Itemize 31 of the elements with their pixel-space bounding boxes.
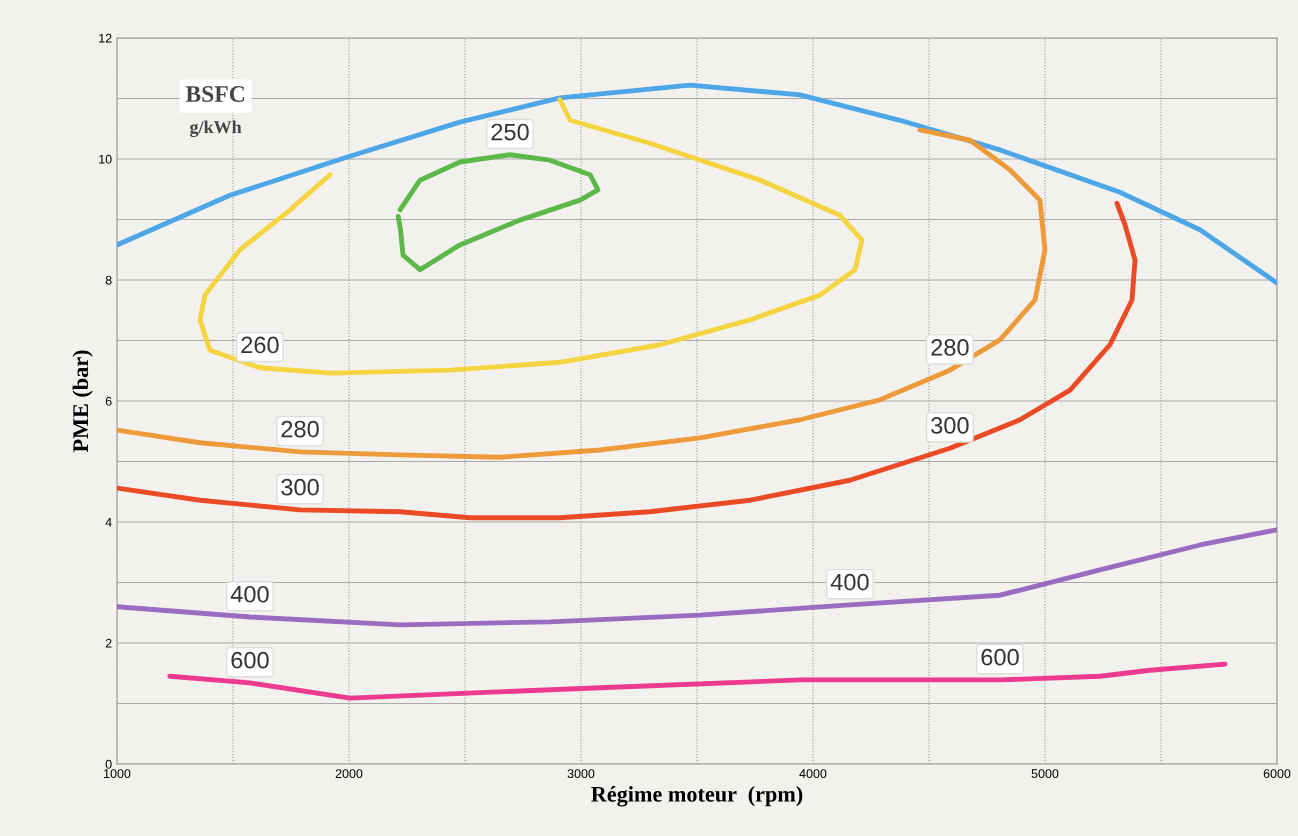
y-tick-label: 4 bbox=[105, 517, 112, 527]
line-series bbox=[117, 527, 1277, 628]
x-tick-label: 6000 bbox=[1263, 769, 1291, 779]
x-axis-title: Régime moteur (rpm) bbox=[591, 786, 803, 807]
annotation: 400 bbox=[230, 585, 269, 603]
annotation: 600 bbox=[981, 648, 1019, 666]
x-tick-label: 1000 bbox=[104, 769, 131, 779]
y-tick-label: 2 bbox=[105, 638, 112, 648]
y-tick-label: 0 bbox=[105, 759, 112, 769]
annotation: g/kWh bbox=[189, 120, 242, 138]
annotation: BSFC bbox=[185, 86, 244, 102]
line-series bbox=[117, 200, 1138, 521]
line-series bbox=[395, 152, 601, 273]
annotation: 600 bbox=[231, 651, 269, 669]
annotation: 280 bbox=[931, 339, 969, 356]
y-tick-label: 10 bbox=[99, 154, 112, 164]
annotation: 250 bbox=[491, 123, 529, 141]
y-tick-label: 6 bbox=[105, 396, 112, 406]
line-series bbox=[117, 82, 1277, 286]
y-axis-title: PME (bar) bbox=[72, 350, 93, 453]
y-tick-label: 8 bbox=[105, 275, 112, 285]
x-tick-label: 4000 bbox=[799, 769, 827, 779]
annotation: 300 bbox=[931, 417, 969, 434]
annotation: 400 bbox=[830, 573, 869, 591]
x-tick-label: 3000 bbox=[567, 769, 595, 779]
x-tick-label: 5000 bbox=[1031, 769, 1059, 779]
annotation: 280 bbox=[281, 420, 319, 438]
y-tick-label: 12 bbox=[99, 33, 112, 43]
x-tick-label: 2000 bbox=[335, 769, 363, 779]
annotation: 300 bbox=[281, 478, 319, 496]
annotation: 260 bbox=[241, 336, 279, 354]
